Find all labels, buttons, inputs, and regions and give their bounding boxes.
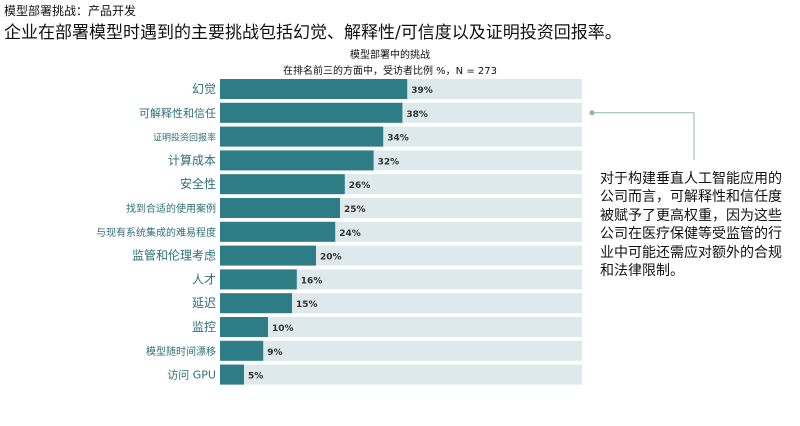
value-label: 34%	[387, 134, 409, 144]
value-label: 15%	[296, 300, 318, 310]
bar	[220, 102, 403, 123]
bar	[220, 340, 264, 361]
bar	[220, 174, 345, 195]
category-label: 幻觉	[192, 82, 216, 96]
value-label: 38%	[406, 110, 428, 120]
bar	[220, 79, 408, 99]
category-label: 找到合适的使用案例	[126, 202, 216, 215]
category-label: 监控	[192, 320, 216, 334]
value-label: 16%	[301, 276, 323, 286]
bar	[220, 317, 268, 337]
page-headline: 企业在部署模型时遇到的主要挑战包括幻觉、解释性/可信度以及证明投资回报率。	[4, 23, 622, 43]
category-label: 证明投资回报率	[153, 132, 216, 144]
category-label: 可解释性和信任	[139, 106, 216, 120]
leader-line	[592, 112, 695, 160]
value-label: 39%	[411, 86, 433, 96]
value-label: 10%	[272, 324, 294, 334]
bar	[220, 293, 292, 314]
bar	[220, 269, 297, 290]
value-label: 24%	[339, 229, 361, 239]
bar	[220, 245, 316, 266]
bar-track	[220, 269, 582, 290]
category-label: 安全性	[180, 176, 216, 191]
category-label: 访问 GPU	[167, 369, 216, 382]
category-label: 计算成本	[168, 152, 216, 167]
bar-track	[220, 317, 582, 337]
value-label: 32%	[378, 157, 400, 167]
value-label: 20%	[320, 253, 342, 263]
bar	[220, 150, 374, 171]
bar-track	[220, 293, 582, 314]
value-label: 26%	[349, 181, 371, 191]
category-label: 延迟	[192, 296, 216, 310]
bar	[220, 221, 336, 242]
chart-title: 模型部署中的挑战	[350, 50, 430, 61]
bar	[220, 126, 384, 147]
annotation-text: 对于构建垂直人工智能应用的公司而言，可解释性和信任度被赋予了更高权重，因为这些公…	[600, 171, 782, 280]
value-label: 5%	[248, 372, 263, 382]
category-label: 监管和伦理考虑	[132, 248, 216, 263]
bar	[220, 198, 340, 218]
section-kicker: 模型部署挑战：产品开发	[4, 4, 137, 18]
bar-track	[220, 364, 582, 385]
category-label: 与现有系统集成的难易程度	[96, 226, 216, 239]
bar	[220, 364, 244, 385]
value-label: 9%	[267, 348, 282, 358]
chart-subtitle: 在排名前三的方面中，受访者比例 %，N = 273	[283, 66, 497, 77]
value-label: 25%	[344, 205, 366, 215]
category-label: 人才	[192, 272, 216, 286]
bar-track	[220, 340, 582, 361]
category-label: 模型随时间漂移	[146, 345, 216, 358]
